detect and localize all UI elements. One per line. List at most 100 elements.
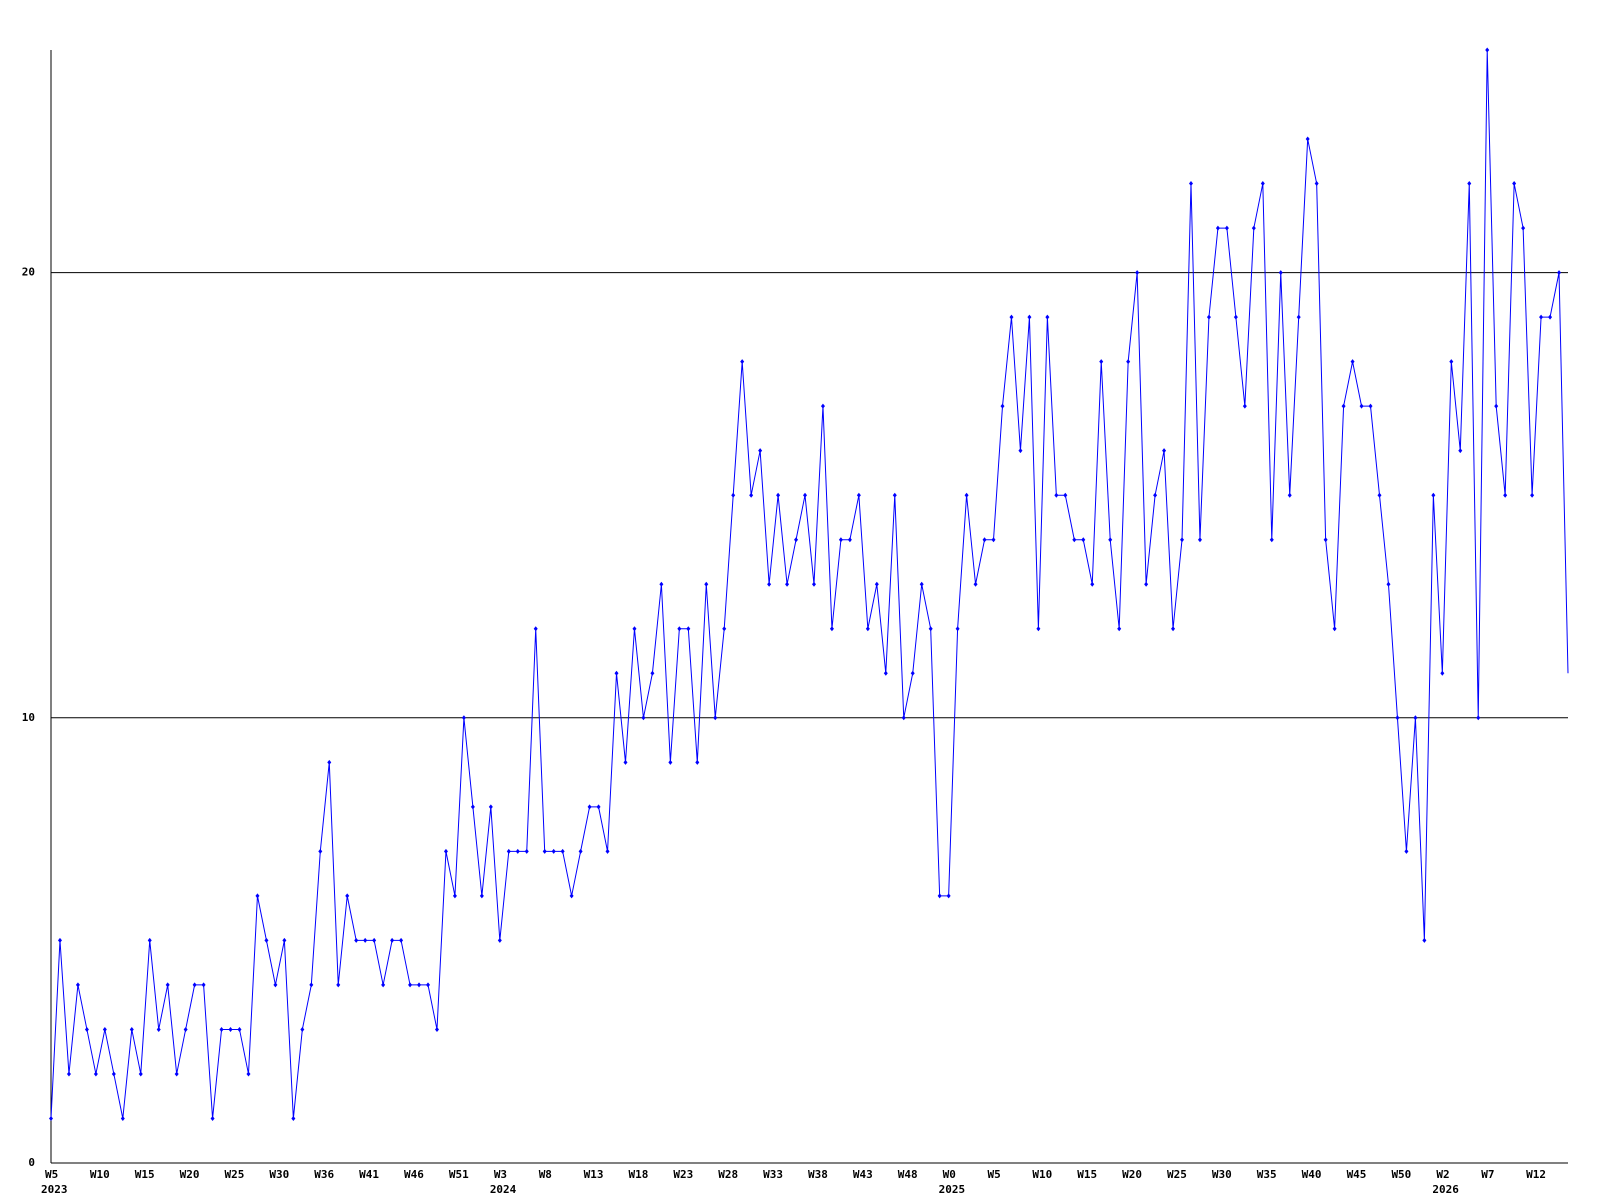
data-point: [776, 492, 781, 498]
data-point: [426, 982, 431, 988]
data-point: [1485, 47, 1490, 53]
data-point: [1431, 492, 1436, 498]
data-point: [1377, 492, 1382, 498]
data-point: [1171, 626, 1176, 632]
x-tick-label: W23: [673, 1168, 693, 1181]
data-point: [49, 1115, 53, 1121]
data-point: [1386, 581, 1391, 587]
data-point: [327, 759, 332, 765]
data-point: [345, 893, 350, 899]
data-point: [910, 670, 915, 676]
data-point: [677, 626, 682, 632]
data-point: [452, 893, 457, 899]
x-tick-label: W2: [1436, 1168, 1449, 1181]
x-tick-label: W45: [1347, 1168, 1367, 1181]
data-point: [1224, 225, 1229, 231]
data-point: [1000, 403, 1005, 409]
data-point: [1242, 403, 1247, 409]
data-point: [192, 982, 197, 988]
x-tick-label: W28: [718, 1168, 738, 1181]
data-point: [596, 804, 601, 810]
x-tick-label: W36: [314, 1168, 334, 1181]
data-point: [937, 893, 942, 899]
data-point: [1081, 537, 1086, 543]
data-point: [1548, 314, 1553, 320]
data-point: [820, 403, 825, 409]
data-point: [838, 537, 843, 543]
data-point: [120, 1115, 125, 1121]
data-point: [390, 937, 395, 943]
data-point: [461, 715, 466, 721]
data-point: [336, 982, 341, 988]
x-tick-label: W25: [1167, 1168, 1187, 1181]
x-year-label: 2023: [41, 1183, 68, 1196]
data-point: [255, 893, 260, 899]
data-point: [228, 1026, 233, 1032]
data-point: [551, 848, 556, 854]
x-tick-label: W40: [1302, 1168, 1322, 1181]
data-point: [668, 759, 673, 765]
x-tick-label: W7: [1481, 1168, 1494, 1181]
data-point: [533, 626, 538, 632]
data-point: [408, 982, 413, 988]
data-point: [1126, 359, 1131, 365]
data-point: [1287, 492, 1292, 498]
data-point: [1404, 848, 1409, 854]
x-tick-label: W15: [1077, 1168, 1097, 1181]
x-tick-label: W5: [45, 1168, 58, 1181]
x-tick-label: W15: [135, 1168, 155, 1181]
data-point: [982, 537, 987, 543]
data-point: [201, 982, 206, 988]
data-point: [955, 626, 960, 632]
data-point: [309, 982, 314, 988]
data-point: [1188, 181, 1193, 187]
data-point: [704, 581, 709, 587]
data-point: [874, 581, 879, 587]
data-point: [264, 937, 269, 943]
x-tick-label: W3: [494, 1168, 507, 1181]
data-point: [1215, 225, 1220, 231]
x-year-label: 2025: [939, 1183, 966, 1196]
data-point: [1449, 359, 1454, 365]
data-point: [1458, 448, 1463, 454]
data-point: [767, 581, 772, 587]
data-point: [479, 893, 484, 899]
data-point: [1090, 581, 1095, 587]
x-tick-label: W13: [584, 1168, 604, 1181]
data-point: [605, 848, 610, 854]
x-tick-label: W10: [90, 1168, 110, 1181]
data-point: [1305, 136, 1310, 142]
data-point: [1251, 225, 1256, 231]
data-point: [1045, 314, 1050, 320]
data-point: [93, 1071, 98, 1077]
data-point: [865, 626, 870, 632]
data-point: [1314, 181, 1319, 187]
data-point: [273, 982, 278, 988]
data-point: [713, 715, 718, 721]
x-tick-label: W8: [539, 1168, 552, 1181]
data-point: [587, 804, 592, 810]
data-point: [1467, 181, 1472, 187]
data-point: [991, 537, 996, 543]
x-year-label: 2026: [1432, 1183, 1459, 1196]
y-tick-label: 20: [22, 266, 35, 279]
data-point: [1359, 403, 1364, 409]
data-point: [811, 581, 816, 587]
data-point: [219, 1026, 224, 1032]
data-point: [1206, 314, 1211, 320]
data-point: [363, 937, 368, 943]
data-point: [659, 581, 664, 587]
data-point: [1278, 270, 1283, 276]
data-point: [237, 1026, 242, 1032]
data-point: [497, 937, 502, 943]
data-point: [641, 715, 646, 721]
data-point: [1494, 403, 1499, 409]
data-point: [901, 715, 906, 721]
data-point: [147, 937, 152, 943]
data-point: [1332, 626, 1337, 632]
data-point: [1153, 492, 1158, 498]
data-point: [1009, 314, 1014, 320]
data-point: [318, 848, 323, 854]
data-point: [749, 492, 754, 498]
data-point: [488, 804, 493, 810]
